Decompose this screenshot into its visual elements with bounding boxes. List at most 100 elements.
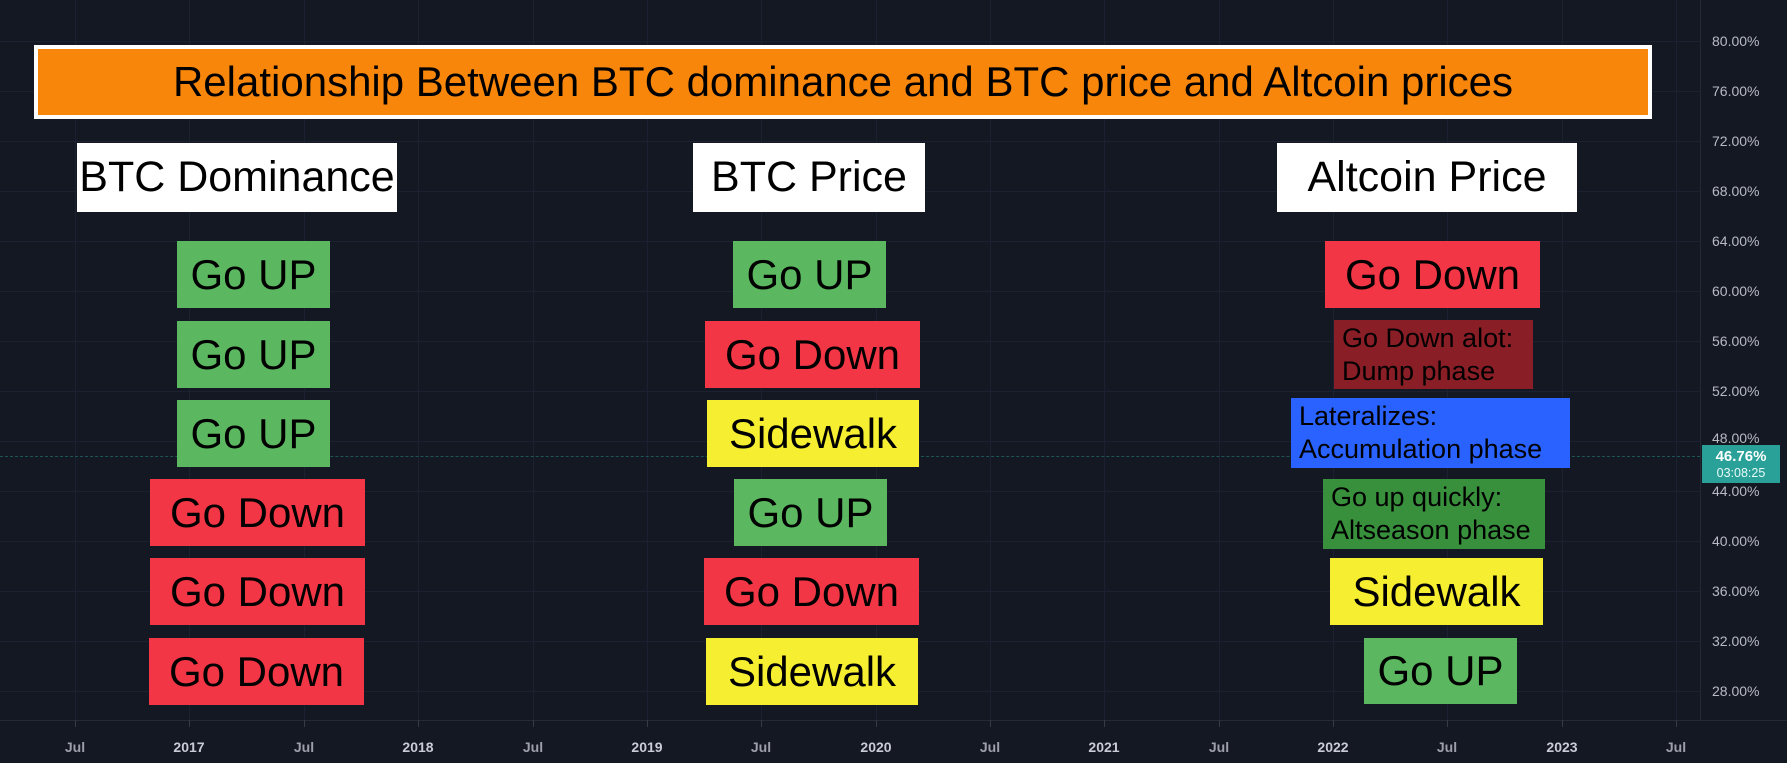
cell-label: Sidewalk xyxy=(1352,567,1521,615)
column-header-altcoin-price[interactable]: Altcoin Price xyxy=(1277,143,1577,212)
x-axis-tick xyxy=(990,720,991,727)
horizontal-gridline xyxy=(0,141,1700,142)
column-header-btc-dominance[interactable]: BTC Dominance xyxy=(77,143,397,212)
btc-price-row6-box[interactable]: Sidewalk xyxy=(706,638,918,705)
vertical-gridline xyxy=(418,0,419,720)
cell-label-line1: Go up quickly: xyxy=(1331,482,1503,512)
cell-label: Sidewalk xyxy=(728,409,898,457)
btc-price-row4-box[interactable]: Go UP xyxy=(734,479,887,546)
btc-price-row3-box[interactable]: Sidewalk xyxy=(707,400,919,467)
y-axis-label: 76.00% xyxy=(1712,83,1760,99)
x-axis-tick xyxy=(1562,720,1563,727)
bar-countdown-timer: 03:08:25 xyxy=(1716,465,1766,480)
y-axis-label: 56.00% xyxy=(1712,333,1760,349)
altcoin-price-row4-box[interactable]: Go up quickly: Altseason phase xyxy=(1323,479,1545,549)
x-axis-label: Jul xyxy=(522,739,544,755)
cell-label: Go UP xyxy=(746,250,873,298)
y-axis-label: 48.00% xyxy=(1712,430,1760,446)
cell-label: Go Down xyxy=(724,330,901,378)
vertical-gridline xyxy=(1219,0,1220,720)
x-axis-tick xyxy=(418,720,419,727)
column-header-btc-price[interactable]: BTC Price xyxy=(693,143,925,212)
altcoin-price-row3-box[interactable]: Lateralizes: Accumulation phase xyxy=(1291,398,1570,468)
x-axis-tick xyxy=(876,720,877,727)
cell-label-line2: Accumulation phase xyxy=(1299,434,1543,464)
btc-dominance-row4-box[interactable]: Go Down xyxy=(150,479,365,546)
y-axis-label: 68.00% xyxy=(1712,183,1760,199)
y-axis-label: 64.00% xyxy=(1712,233,1760,249)
x-axis-label: Jul xyxy=(64,739,86,755)
btc-price-row2-box[interactable]: Go Down xyxy=(705,321,920,388)
header-label: BTC Dominance xyxy=(79,153,395,201)
cell-label: Go Down xyxy=(169,488,346,536)
cell-label: Go Down xyxy=(723,567,900,615)
x-axis-label: 2018 xyxy=(402,739,434,755)
header-label: BTC Price xyxy=(711,153,907,201)
time-axis-separator xyxy=(0,720,1787,721)
header-label: Altcoin Price xyxy=(1307,153,1547,201)
cell-label: Go UP xyxy=(190,250,317,298)
x-axis-tick xyxy=(1219,720,1220,727)
chart-title: Relationship Between BTC dominance and B… xyxy=(172,58,1514,105)
x-axis-label: Jul xyxy=(1665,739,1687,755)
altcoin-price-row5-box[interactable]: Sidewalk xyxy=(1330,558,1543,625)
cell-label: Go UP xyxy=(747,488,874,536)
x-axis-label: 2019 xyxy=(631,739,663,755)
x-axis-tick xyxy=(189,720,190,727)
vertical-gridline xyxy=(533,0,534,720)
vertical-gridline xyxy=(75,0,76,720)
cell-label-line2: Altseason phase xyxy=(1331,515,1531,545)
cell-label-line2: Dump phase xyxy=(1342,355,1496,386)
y-axis-label: 44.00% xyxy=(1712,483,1760,499)
x-axis-label: Jul xyxy=(979,739,1001,755)
current-price-value: 46.76% xyxy=(1715,447,1767,465)
y-axis-label: 32.00% xyxy=(1712,633,1760,649)
cell-label-line1: Go Down alot: xyxy=(1342,322,1514,353)
x-axis-tick xyxy=(647,720,648,727)
altcoin-price-row2-box[interactable]: Go Down alot: Dump phase xyxy=(1334,320,1533,389)
y-axis-label: 28.00% xyxy=(1712,683,1760,699)
altcoin-price-row1-box[interactable]: Go Down xyxy=(1325,241,1540,308)
x-axis-tick xyxy=(1447,720,1448,727)
btc-dominance-row5-box[interactable]: Go Down xyxy=(150,558,365,625)
x-axis-tick xyxy=(75,720,76,727)
price-axis-separator xyxy=(1700,0,1701,720)
btc-dominance-row3-box[interactable]: Go UP xyxy=(177,400,330,467)
horizontal-gridline xyxy=(0,41,1700,42)
y-axis-label: 52.00% xyxy=(1712,383,1760,399)
vertical-gridline xyxy=(1676,0,1677,720)
cell-label-line1: Lateralizes: xyxy=(1299,401,1438,431)
current-price-tag: 46.76% 03:08:25 xyxy=(1702,445,1780,483)
x-axis-label: 2022 xyxy=(1317,739,1349,755)
x-axis-tick xyxy=(1333,720,1334,727)
btc-dominance-row1-box[interactable]: Go UP xyxy=(177,241,330,308)
x-axis-label: 2021 xyxy=(1088,739,1120,755)
btc-dominance-row2-box[interactable]: Go UP xyxy=(177,321,330,388)
x-axis-label: Jul xyxy=(293,739,315,755)
cell-label: Sidewalk xyxy=(727,647,897,695)
vertical-gridline xyxy=(1104,0,1105,720)
y-axis-label: 40.00% xyxy=(1712,533,1760,549)
btc-price-row5-box[interactable]: Go Down xyxy=(704,558,919,625)
x-axis-tick xyxy=(304,720,305,727)
x-axis-label: Jul xyxy=(1436,739,1458,755)
y-axis-label: 36.00% xyxy=(1712,583,1760,599)
cell-label: Go Down xyxy=(168,647,345,695)
cell-label: Go UP xyxy=(190,330,317,378)
cell-label: Go UP xyxy=(1377,647,1504,694)
x-axis-tick xyxy=(1676,720,1677,727)
vertical-gridline xyxy=(1562,0,1563,720)
x-axis-label: 2020 xyxy=(860,739,892,755)
title-banner[interactable]: Relationship Between BTC dominance and B… xyxy=(34,45,1652,119)
y-axis-label: 60.00% xyxy=(1712,283,1760,299)
x-axis-tick xyxy=(533,720,534,727)
cell-label: Go UP xyxy=(190,409,317,457)
x-axis-tick xyxy=(1104,720,1105,727)
btc-price-row1-box[interactable]: Go UP xyxy=(733,241,886,308)
altcoin-price-row6-box[interactable]: Go UP xyxy=(1364,638,1517,704)
btc-dominance-row6-box[interactable]: Go Down xyxy=(149,638,364,705)
y-axis-label: 72.00% xyxy=(1712,133,1760,149)
cell-label: Go Down xyxy=(1344,250,1521,298)
y-axis-label: 80.00% xyxy=(1712,33,1760,49)
